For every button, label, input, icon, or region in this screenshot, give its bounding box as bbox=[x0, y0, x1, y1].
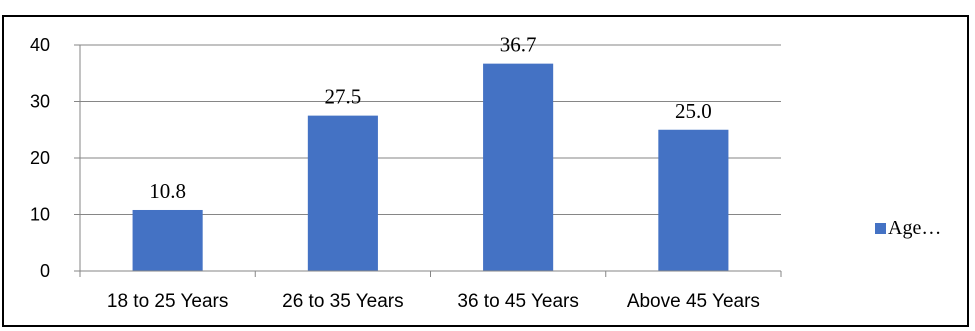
y-tick-label: 20 bbox=[30, 148, 50, 168]
data-label: 10.8 bbox=[149, 179, 186, 203]
y-tick-label: 30 bbox=[30, 92, 50, 112]
bar bbox=[307, 115, 378, 271]
legend-label: Age… bbox=[888, 217, 941, 239]
legend-swatch bbox=[875, 223, 886, 234]
bar bbox=[132, 209, 203, 271]
data-label: 25.0 bbox=[675, 99, 712, 123]
data-label: 27.5 bbox=[325, 85, 362, 109]
bar bbox=[483, 63, 554, 271]
legend: Age… bbox=[875, 217, 941, 239]
x-category-label: Above 45 Years bbox=[627, 291, 760, 312]
y-tick-label: 0 bbox=[40, 261, 50, 281]
x-category-label: 26 to 35 Years bbox=[282, 291, 404, 312]
bars bbox=[132, 63, 729, 271]
bar bbox=[658, 129, 729, 271]
x-category-label: 36 to 45 Years bbox=[457, 291, 579, 312]
x-axis: 18 to 25 Years 26 to 35 Years 36 to 45 Yea… bbox=[79, 270, 782, 312]
x-category-label: 18 to 25 Years bbox=[107, 291, 229, 312]
data-labels: 10.8 27.5 36.7 25.0 bbox=[149, 33, 712, 203]
y-tick-label: 40 bbox=[30, 35, 50, 55]
y-axis: 0 10 20 30 40 bbox=[30, 35, 81, 281]
y-tick-label: 10 bbox=[30, 205, 50, 225]
data-label: 36.7 bbox=[500, 33, 537, 57]
